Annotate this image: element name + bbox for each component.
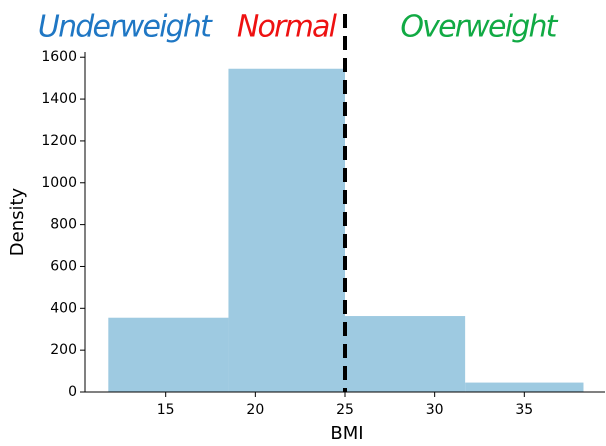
y-tick-label: 1400 bbox=[41, 91, 77, 107]
y-tick-label: 1200 bbox=[41, 133, 77, 149]
y-tick-label: 600 bbox=[50, 258, 77, 274]
y-tick-label: 0 bbox=[68, 384, 77, 400]
y-tick-label: 1600 bbox=[41, 49, 77, 65]
annotation: Normal bbox=[237, 10, 338, 45]
x-tick-label: 30 bbox=[426, 402, 444, 418]
bar bbox=[465, 382, 584, 392]
x-tick-label: 20 bbox=[246, 402, 264, 418]
x-tick-label: 35 bbox=[515, 402, 533, 418]
annotation: Underweight bbox=[38, 10, 213, 45]
bar bbox=[108, 317, 229, 392]
bar bbox=[345, 316, 466, 392]
y-tick-label: 1000 bbox=[41, 175, 77, 191]
x-axis-label: BMI bbox=[330, 423, 363, 444]
y-tick-label: 200 bbox=[50, 342, 77, 358]
x-tick-label: 25 bbox=[336, 402, 354, 418]
bar bbox=[228, 68, 345, 392]
y-axis-label: Density bbox=[7, 187, 28, 256]
annotation: Overweight bbox=[400, 10, 558, 45]
y-tick-label: 400 bbox=[50, 300, 77, 316]
y-tick-label: 800 bbox=[50, 217, 77, 233]
x-tick-label: 15 bbox=[157, 402, 175, 418]
